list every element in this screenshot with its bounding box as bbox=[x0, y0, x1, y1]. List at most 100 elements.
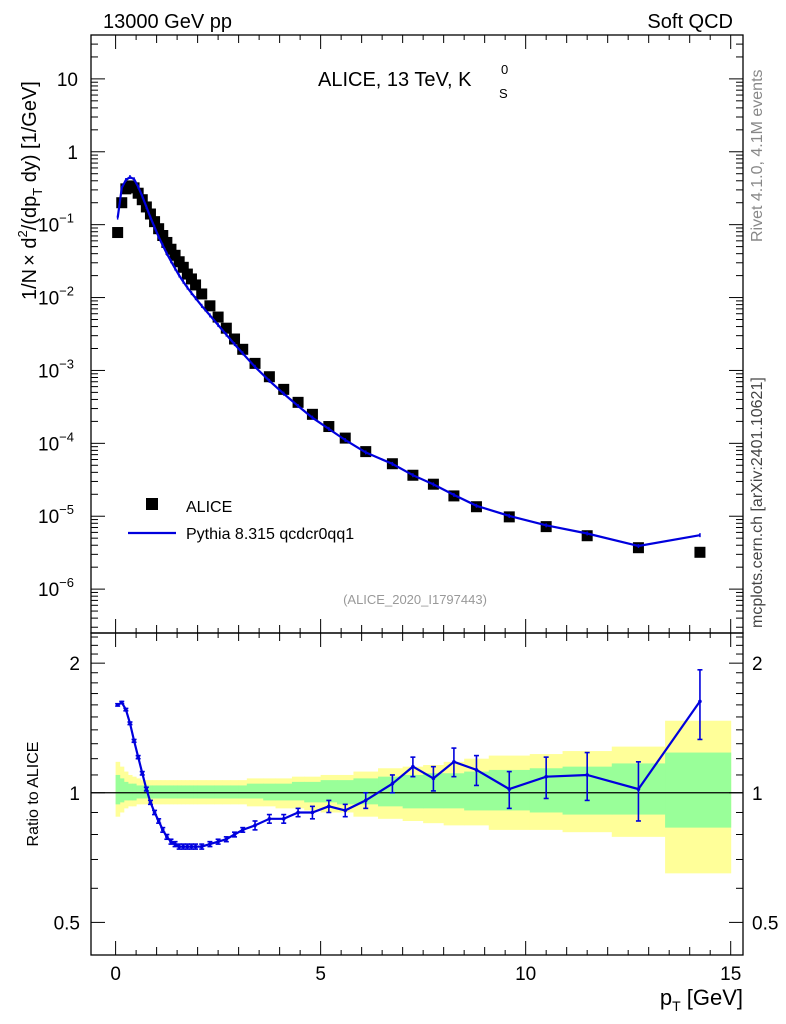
data-point bbox=[263, 371, 275, 383]
band-inner bbox=[214, 785, 223, 799]
ratio-point bbox=[185, 844, 190, 849]
ratio-ticks: 2 2 1 1 0.5 0.5 bbox=[54, 636, 778, 934]
ratio-point bbox=[363, 798, 368, 803]
data-point bbox=[144, 208, 156, 220]
plot-title-superscript: 0 bbox=[501, 62, 508, 77]
ratio-point bbox=[119, 700, 124, 705]
rivet-version-label: Rivet 4.1.0, 4.1M events bbox=[749, 69, 766, 242]
main-plot-frame bbox=[90, 34, 744, 634]
data-point bbox=[153, 223, 165, 235]
ratio-point bbox=[144, 787, 149, 791]
x-tick-label: 5 bbox=[315, 964, 326, 985]
x-axis-label: pT [GeV] bbox=[660, 985, 743, 1014]
data-point bbox=[190, 279, 202, 291]
ratio-point bbox=[165, 835, 169, 839]
main-y-ticks: 10 1 10−1 10−2 10−3 10−4 10−5 10−6 bbox=[38, 34, 743, 633]
ratio-point bbox=[169, 839, 173, 844]
ratio-point bbox=[124, 707, 128, 712]
band-inner bbox=[378, 776, 404, 807]
data-point bbox=[694, 546, 706, 558]
band-inner bbox=[193, 785, 199, 799]
band-inner bbox=[132, 783, 137, 801]
band-inner bbox=[136, 785, 141, 799]
band-inner bbox=[304, 781, 322, 803]
legend: ALICE Pythia 8.315 qcdcr0qq1 bbox=[128, 498, 354, 543]
ratio-y-tick-label-right: 1 bbox=[752, 784, 763, 805]
band-inner bbox=[185, 785, 190, 799]
band-inner bbox=[140, 785, 145, 799]
data-point bbox=[173, 256, 185, 268]
ratio-point bbox=[507, 787, 512, 791]
y-tick-label: 10−3 bbox=[38, 356, 74, 382]
data-point bbox=[169, 249, 181, 261]
data-point bbox=[116, 197, 128, 209]
ratio-point bbox=[474, 768, 479, 772]
ratio-point bbox=[411, 764, 415, 769]
data-point bbox=[229, 333, 241, 345]
y-tick-label: 10−1 bbox=[38, 211, 74, 237]
band-inner bbox=[263, 783, 277, 801]
ratio-point bbox=[544, 774, 548, 779]
band-inner bbox=[205, 785, 215, 799]
ratio-y-axis-label: Ratio to ALICE bbox=[25, 742, 42, 847]
band-inner bbox=[148, 785, 154, 799]
main-plot-panel: 10 1 10−1 10−2 10−3 10−4 10−5 10−6 ALICE, 13 Te… bbox=[15, 34, 744, 634]
data-point bbox=[149, 216, 161, 228]
legend-label-data: ALICE bbox=[186, 499, 232, 516]
ratio-point bbox=[281, 817, 286, 821]
ratio-point bbox=[136, 755, 140, 759]
ratio-plot-frame bbox=[90, 632, 744, 956]
ratio-point bbox=[199, 844, 204, 849]
data-point bbox=[292, 396, 304, 408]
ratio-point bbox=[296, 810, 300, 815]
ratio-point bbox=[208, 842, 212, 846]
ratio-point bbox=[431, 776, 436, 781]
ratio-y-tick-label: 2 bbox=[69, 654, 80, 675]
band-inner bbox=[189, 785, 195, 799]
ratio-y-tick-label: 1 bbox=[69, 784, 80, 805]
data-point bbox=[249, 357, 261, 369]
ratio-point bbox=[310, 810, 315, 815]
data-point bbox=[306, 408, 318, 420]
data-point bbox=[204, 300, 216, 312]
band-inner bbox=[222, 785, 231, 799]
y-tick-label: 1 bbox=[67, 143, 78, 164]
data-point bbox=[323, 421, 335, 433]
data-point bbox=[196, 288, 208, 300]
header-left: 13000 GeV pp bbox=[103, 11, 232, 33]
band-inner bbox=[152, 785, 158, 799]
y-tick-label: 10−6 bbox=[38, 575, 74, 601]
ratio-point bbox=[232, 832, 237, 837]
ratio-mc-curve bbox=[115, 669, 703, 850]
legend-marker-data bbox=[146, 498, 158, 510]
ratio-point bbox=[140, 771, 145, 776]
band-inner bbox=[291, 781, 305, 801]
legend-label-mc: Pythia 8.315 qcdcr0qq1 bbox=[186, 526, 354, 543]
ratio-point bbox=[224, 837, 229, 842]
band-inner bbox=[665, 752, 732, 828]
y-tick-label: 10−5 bbox=[38, 502, 74, 528]
ratio-point bbox=[193, 844, 198, 849]
ratio-point bbox=[181, 844, 186, 849]
band-inner bbox=[115, 774, 121, 805]
plot-title: ALICE, 13 TeV, K bbox=[318, 69, 472, 91]
data-point bbox=[581, 530, 593, 542]
data-point bbox=[237, 343, 249, 355]
band-inner bbox=[320, 780, 338, 803]
ratio-point bbox=[148, 800, 153, 805]
ratio-y-tick-label: 0.5 bbox=[54, 913, 80, 934]
band-inner bbox=[168, 785, 174, 799]
ratio-point bbox=[267, 817, 272, 821]
data-point bbox=[157, 230, 169, 242]
ratio-point bbox=[390, 781, 395, 786]
band-inner bbox=[123, 781, 129, 801]
ratio-y-tick-label-right: 2 bbox=[752, 654, 763, 675]
data-point bbox=[165, 243, 177, 255]
band-inner bbox=[156, 785, 162, 799]
band-inner bbox=[177, 785, 182, 799]
ratio-point bbox=[152, 810, 157, 815]
x-tick-label: 10 bbox=[515, 964, 536, 985]
band-inner bbox=[160, 785, 166, 799]
ratio-point bbox=[327, 804, 331, 809]
